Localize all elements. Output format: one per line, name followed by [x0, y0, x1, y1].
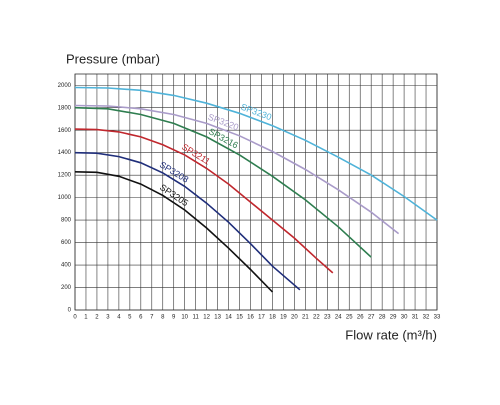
y-tick-label: 800	[61, 218, 72, 224]
x-tick-label: 11	[193, 315, 200, 321]
y-tick-label: 1200	[58, 173, 72, 179]
x-tick-label: 17	[258, 315, 265, 321]
x-tick-label: 6	[139, 315, 143, 321]
y-tick-label: 0	[68, 308, 72, 314]
x-tick-label: 32	[423, 315, 430, 321]
x-tick-label: 3	[106, 315, 110, 321]
y-tick-label: 1600	[58, 128, 72, 134]
series-line	[74, 171, 274, 293]
y-tick-label: 1000	[58, 195, 72, 201]
x-tick-label: 29	[390, 315, 397, 321]
x-tick-label: 18	[269, 315, 276, 321]
x-tick-label: 28	[379, 315, 386, 321]
series-line	[74, 106, 372, 258]
series-line	[74, 86, 438, 221]
x-tick-label: 25	[346, 315, 353, 321]
x-tick-label: 1	[84, 315, 88, 321]
series-line	[74, 104, 400, 235]
series-line	[74, 128, 334, 274]
x-tick-label: 12	[203, 315, 210, 321]
series-line	[74, 151, 301, 291]
y-axis-title: Pressure (mbar)	[66, 51, 160, 66]
x-tick-label: 13	[214, 315, 221, 321]
x-tick-label: 30	[401, 315, 408, 321]
x-tick-label: 5	[128, 315, 132, 321]
y-tick-label: 200	[61, 285, 72, 291]
x-tick-label: 10	[181, 315, 188, 321]
x-tick-label: 22	[313, 315, 320, 321]
x-tick-label: 9	[172, 315, 176, 321]
y-tick-label: 600	[61, 240, 72, 246]
x-tick-label: 27	[368, 315, 375, 321]
x-tick-label: 16	[247, 315, 254, 321]
x-tick-label: 4	[117, 315, 121, 321]
y-tick-label: 1800	[58, 105, 72, 111]
x-tick-label: 19	[280, 315, 287, 321]
x-tick-label: 7	[150, 315, 154, 321]
y-tick-label: 400	[61, 263, 72, 269]
x-tick-label: 14	[225, 315, 232, 321]
x-tick-label: 23	[324, 315, 331, 321]
y-tick-label: 1400	[58, 150, 72, 156]
x-tick-label: 24	[335, 315, 342, 321]
x-axis-title: Flow rate (m³/h)	[345, 327, 437, 342]
x-tick-label: 15	[236, 315, 243, 321]
x-tick-label: 33	[434, 315, 441, 321]
y-tick-label: 2000	[58, 83, 72, 89]
x-tick-label: 2	[95, 315, 99, 321]
x-tick-label: 31	[412, 315, 419, 321]
x-tick-label: 21	[302, 315, 309, 321]
x-tick-label: 8	[161, 315, 165, 321]
x-tick-label: 26	[357, 315, 364, 321]
x-tick-label: 0	[73, 315, 77, 321]
x-tick-label: 20	[291, 315, 298, 321]
